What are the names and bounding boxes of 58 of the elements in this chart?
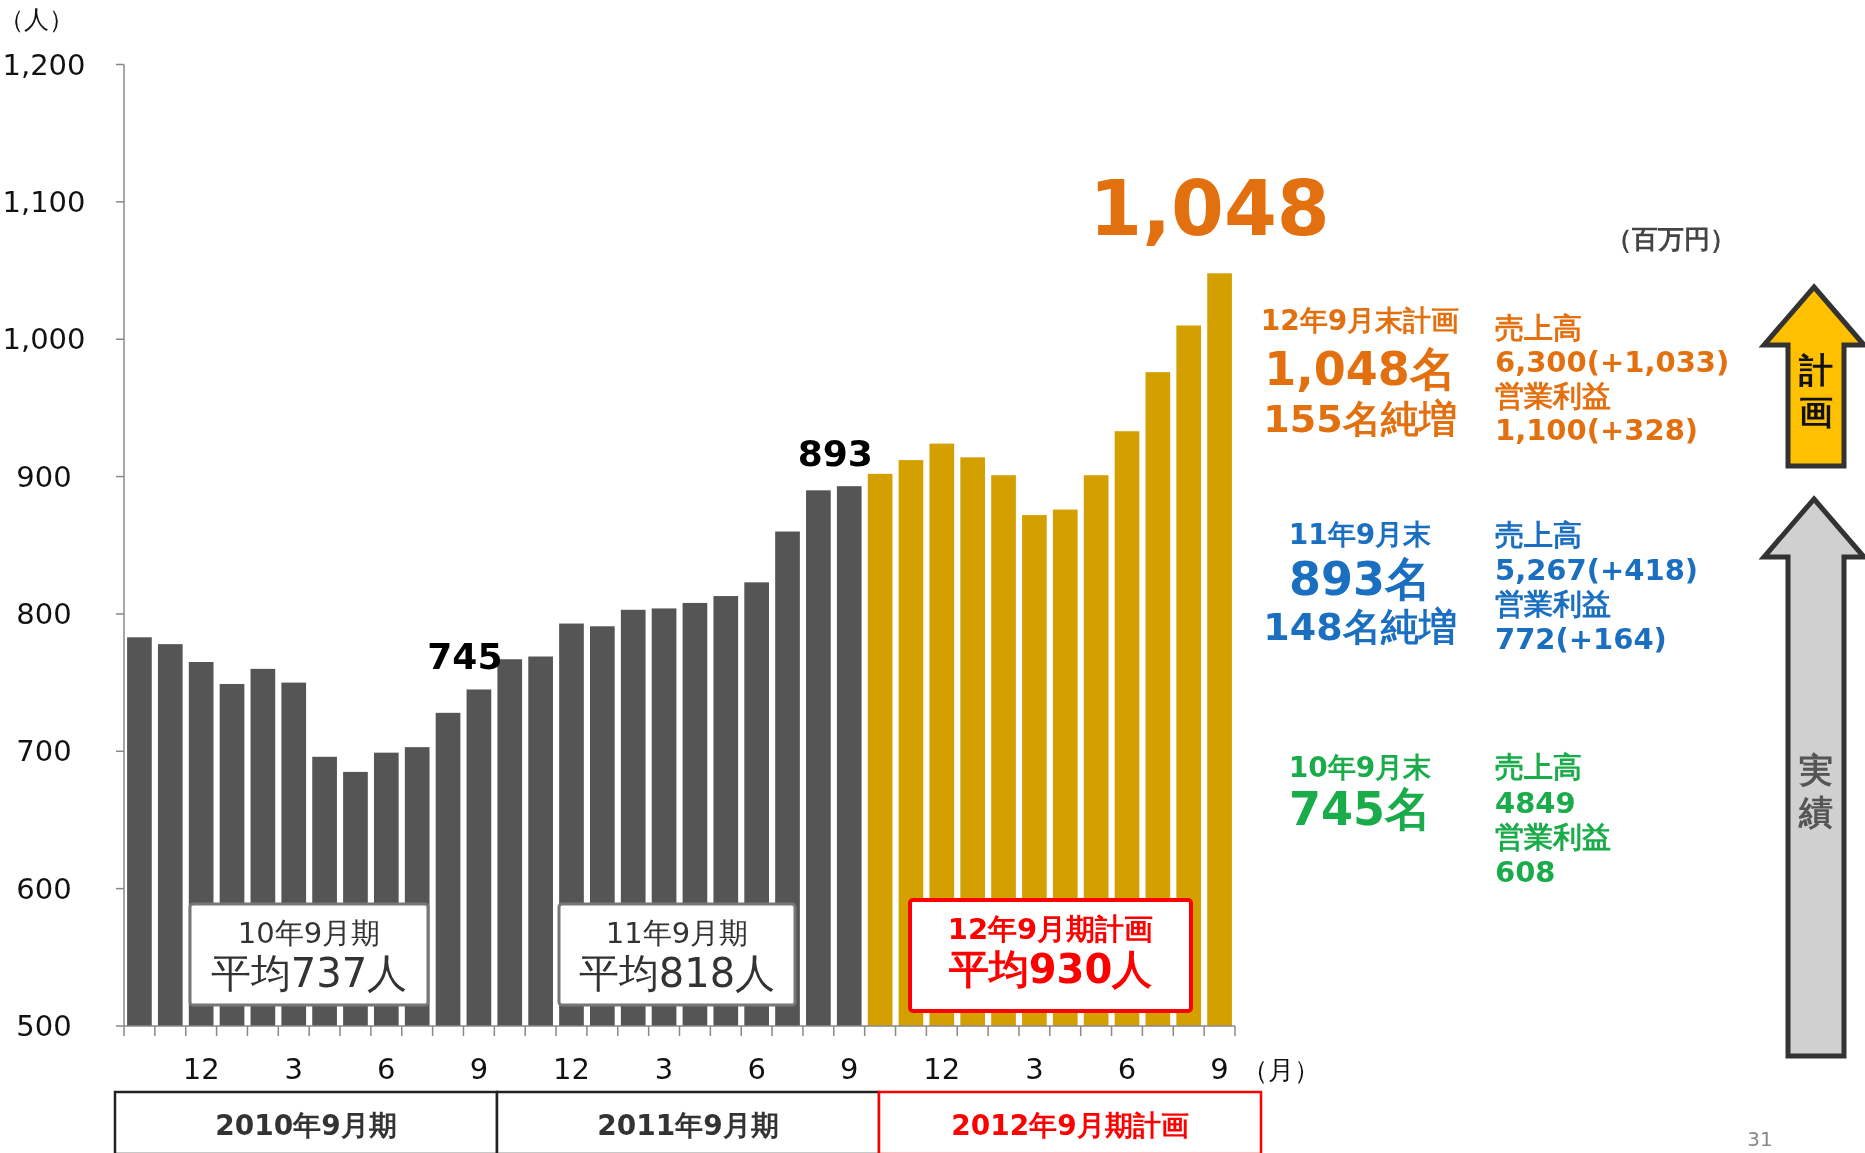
y-tick-label: 700 xyxy=(16,734,72,769)
text: 4849 xyxy=(1495,786,1576,820)
x-tick-label: 9 xyxy=(840,1052,859,1086)
text: 営業利益 xyxy=(1495,379,1611,413)
x-tick-label: 9 xyxy=(469,1052,489,1086)
text: （百万円） xyxy=(1606,224,1736,254)
x-tick-label: 3 xyxy=(284,1052,303,1086)
x-tick-label: 12 xyxy=(182,1052,220,1086)
annotation: 12年9月期計画 xyxy=(947,912,1154,946)
text: 12年9月末計画 xyxy=(1260,304,1460,337)
y-tick-label: 900 xyxy=(16,459,72,494)
y-tick-label: 500 xyxy=(16,1009,72,1043)
x-tick-label: 6 xyxy=(747,1052,766,1086)
text: 実績 xyxy=(1798,750,1833,832)
text: 1,048名 xyxy=(1264,342,1456,396)
y-axis-title: （人） xyxy=(0,5,74,34)
text: 10年9月末 xyxy=(1288,751,1432,784)
y-tick-label: 1,000 xyxy=(2,322,86,357)
text: 5,267(+418) xyxy=(1495,553,1699,587)
text: 6,300(+1,033) xyxy=(1495,345,1730,379)
text: 2011年9月期 xyxy=(597,1109,779,1142)
y-tick-label: 1,200 xyxy=(2,47,86,82)
text: 155名純増 xyxy=(1263,397,1457,441)
annotation: 11年9月期 xyxy=(605,916,749,950)
x-tick-label: 9 xyxy=(1210,1052,1229,1086)
text: 608 xyxy=(1495,855,1556,889)
y-tick-label: 600 xyxy=(16,871,72,906)
text: 売上高 xyxy=(1495,750,1582,784)
text: 11年9月末 xyxy=(1288,518,1432,551)
x-tick-label: 12 xyxy=(923,1052,961,1086)
x-tick-label: 6 xyxy=(1117,1052,1137,1086)
text: 772(+164) xyxy=(1495,622,1667,656)
text: 148名純増 xyxy=(1263,605,1457,649)
text: 売上高 xyxy=(1495,311,1582,345)
x-tick-label: 6 xyxy=(377,1052,396,1086)
y-tick-label: 800 xyxy=(16,596,72,631)
text: 1,100(+328) xyxy=(1495,413,1699,447)
text: 2012年9月期計画 xyxy=(951,1109,1189,1142)
x-tick-label: 3 xyxy=(1025,1052,1044,1086)
text: 745名 xyxy=(1288,782,1432,836)
data-label: 893 xyxy=(797,433,873,475)
annotation: 平均930人 xyxy=(947,946,1154,992)
text: 31 xyxy=(1747,1127,1773,1151)
x-tick-label: 12 xyxy=(553,1052,590,1086)
text: 計画 xyxy=(1798,350,1833,432)
text: 売上高 xyxy=(1495,518,1582,552)
text: 893名 xyxy=(1288,552,1432,606)
x-axis-title: （月） xyxy=(1242,1055,1320,1085)
x-tick-label: 3 xyxy=(654,1052,674,1086)
text: 営業利益 xyxy=(1495,820,1611,854)
text: 営業利益 xyxy=(1495,587,1611,621)
y-tick-label: 1,100 xyxy=(2,184,86,219)
annotation: 平均737人 xyxy=(210,950,408,996)
data-label: 745 xyxy=(427,636,503,678)
annotation: 平均818人 xyxy=(578,950,776,996)
text: 2010年9月期 xyxy=(215,1109,397,1142)
data-label: 1,048 xyxy=(1089,164,1330,254)
annotation: 10年9月期 xyxy=(237,916,381,950)
